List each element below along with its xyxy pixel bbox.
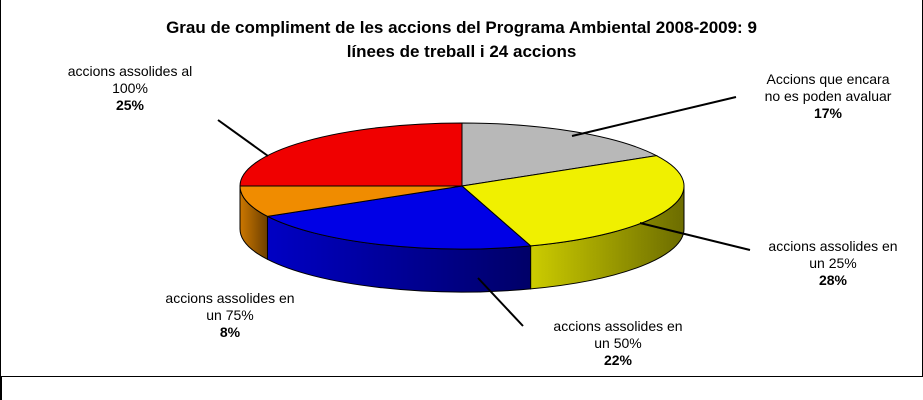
slice-percent: 25% [115,97,145,113]
slice-label-line2: un 50% [594,335,642,351]
slice-label-100: accions assolides al 100% 25% [40,63,220,114]
slice-label-line2: un 75% [206,307,254,323]
slice-label-line1: Accions que encara [766,71,890,87]
chart-title-line1: Grau de compliment de les accions del Pr… [166,18,757,37]
slice-label-line1: accions assolides en [768,238,898,254]
leader-line [571,96,737,137]
slice-label-50: accions assolides en un 50% 22% [528,318,708,369]
pie-slice [239,185,463,217]
slice-label-line1: accions assolides al [67,63,193,79]
leader-line [639,222,751,251]
pie-slice [265,185,532,250]
slice-label-line2: un 25% [809,255,857,271]
slice-percent: 28% [818,272,848,288]
chart-title-line2: línees de treball i 24 accions [346,42,577,61]
leader-line [477,277,524,327]
slice-label-line1: accions assolides en [165,290,295,306]
slice-label-line2: 100% [112,80,148,96]
slice-label-line1: accions assolides en [553,318,683,334]
pie-top-faces [239,122,685,250]
slice-label-75: accions assolides en un 75% 8% [140,290,320,341]
frame-stub [0,376,2,400]
slice-label-line2: no es poden avaluar [764,88,892,104]
pie-slice [239,122,463,187]
leader-line [217,119,269,157]
slice-percent: 22% [603,352,633,368]
leader-lines [217,96,751,327]
slice-percent: 17% [813,105,843,121]
pie-slice [461,122,659,187]
slice-label-not-evaluable: Accions que encara no es poden avaluar 1… [738,71,918,122]
slice-percent: 8% [219,324,241,340]
slice-label-25: accions assolides en un 25% 28% [748,238,918,289]
pie-slice [460,155,685,247]
